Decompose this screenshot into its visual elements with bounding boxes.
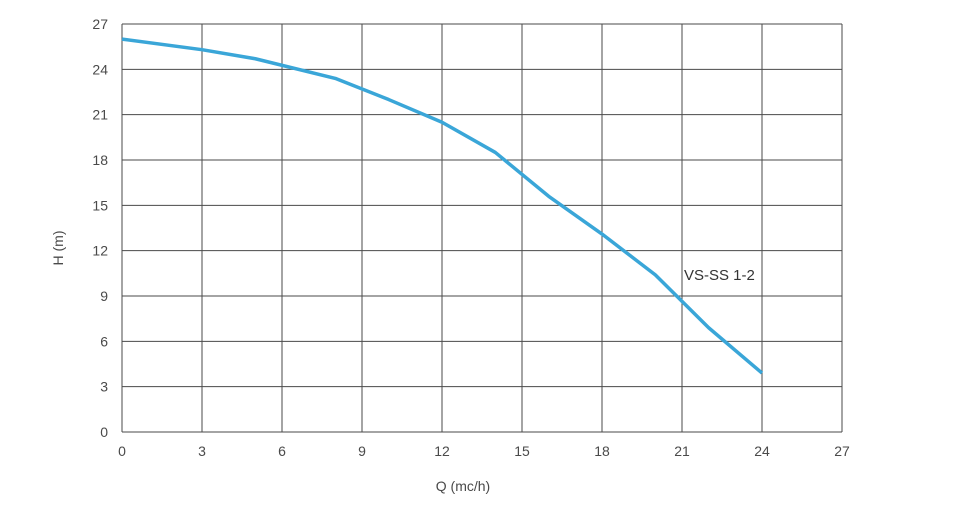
series-line — [121, 37, 764, 375]
x-tick-label: 18 — [594, 443, 610, 459]
x-tick-label: 9 — [358, 443, 366, 459]
x-tick-label: 21 — [674, 443, 690, 459]
y-tick-label: 15 — [92, 197, 108, 213]
x-axis-label: Q (mc/h) — [436, 478, 490, 494]
y-axis-label: H (m) — [50, 231, 66, 266]
x-tick-label: 6 — [278, 443, 286, 459]
y-tick-label: 3 — [100, 379, 108, 395]
y-tick-labels: 0 3 6 9 12 15 18 21 24 27 — [92, 16, 108, 440]
x-tick-label: 15 — [514, 443, 530, 459]
y-tick-label: 6 — [100, 333, 108, 349]
x-tick-labels: 0 3 6 9 12 15 18 21 24 27 — [118, 443, 850, 459]
y-tick-label: 21 — [92, 107, 108, 123]
x-tick-label: 27 — [834, 443, 850, 459]
x-tick-label: 3 — [198, 443, 206, 459]
y-tick-label: 24 — [92, 61, 108, 77]
y-tick-label: 27 — [92, 16, 108, 32]
y-tick-label: 18 — [92, 152, 108, 168]
y-tick-label: 12 — [92, 243, 108, 259]
series-label: VS-SS 1-2 — [684, 267, 755, 284]
y-tick-label: 9 — [100, 288, 108, 304]
x-tick-label: 0 — [118, 443, 126, 459]
series — [121, 37, 764, 375]
y-tick-label: 0 — [100, 424, 108, 440]
grid — [121, 23, 843, 433]
x-tick-label: 12 — [434, 443, 450, 459]
x-tick-label: 24 — [754, 443, 770, 459]
